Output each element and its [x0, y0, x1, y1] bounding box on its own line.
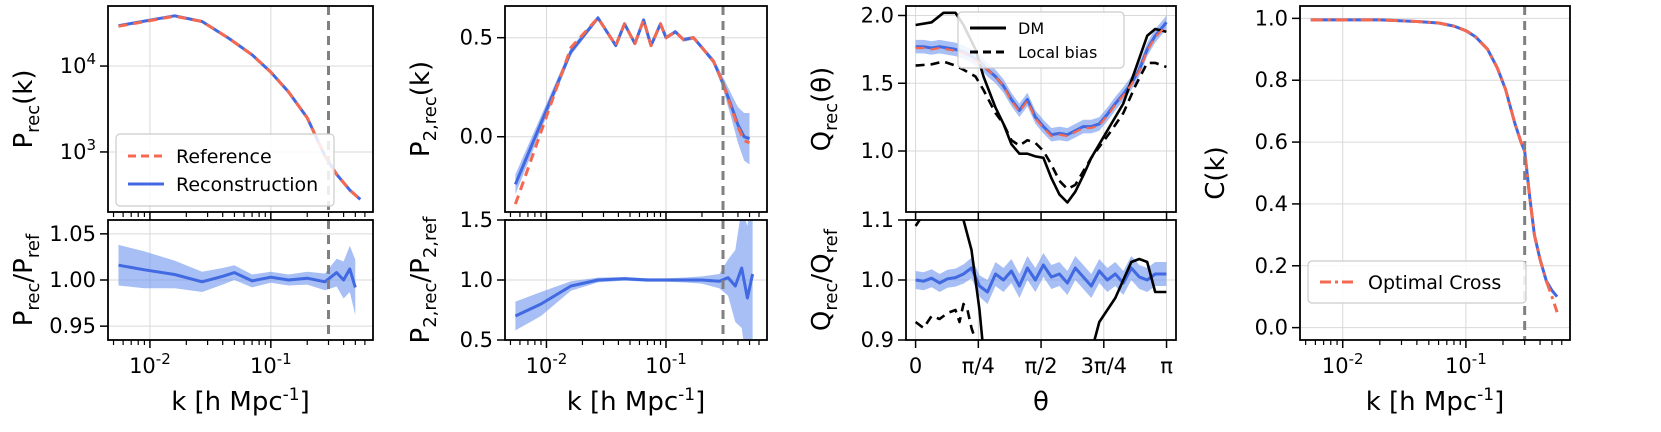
- legend-label: Local bias: [1018, 43, 1097, 62]
- y-axis-label: Qrec(θ): [807, 67, 842, 152]
- y-axis-label: C(k): [1201, 146, 1231, 200]
- x-axis-label: k [h Mpc-1]: [171, 385, 310, 417]
- y-tick-label: 1.05: [49, 222, 96, 246]
- y-axis-label: Prec(k): [9, 69, 44, 148]
- x-tick-label: 0: [909, 354, 922, 378]
- y-tick-label: 0.0: [1255, 316, 1288, 340]
- series-line-dm: [1093, 257, 1167, 340]
- legend-label: Reference: [176, 146, 272, 168]
- x-tick-label: π: [1160, 354, 1173, 378]
- y-tick-label: 0.5: [460, 26, 493, 50]
- y-tick-label: 2.0: [861, 3, 894, 27]
- y-tick-label: 1.0: [460, 268, 493, 292]
- y-axis-label: Qrec/Qref: [807, 228, 842, 331]
- y-tick-label: 0.8: [1255, 68, 1288, 92]
- legend-label: DM: [1018, 19, 1044, 38]
- panel-p2_bot: 10-2 10-1 0.5 1.0 1.5 P2,rec/P2,ref k [h Mpc-1…: [406, 208, 768, 417]
- legend: DM Local bias: [957, 11, 1125, 69]
- y-tick-label: 1.00: [49, 268, 96, 292]
- x-tick-label: 10-2: [526, 350, 568, 378]
- series-line-dm: [914, 220, 984, 340]
- axes-frame: [107, 219, 374, 341]
- y-tick-label: 0.95: [49, 314, 96, 338]
- y-tick-label: 1.0: [861, 268, 894, 292]
- series-line-reconstruction: [1310, 18, 1559, 298]
- y-axis-label: P2,rec/P2,ref: [406, 216, 441, 344]
- x-tick-label: 3π/4: [1081, 354, 1127, 378]
- panel-p3_bot: 0 π/4 π/2 3π/4 π 0.9 1.0 1.1 Qrec/Qref θ: [807, 208, 1177, 417]
- x-axis-label: θ: [1033, 387, 1049, 417]
- y-tick-label: 1.5: [460, 208, 493, 232]
- y-tick-label: 0.9: [861, 328, 894, 352]
- plot-area-p2_bot: [514, 220, 755, 340]
- legend: Optimal Cross: [1307, 260, 1527, 304]
- axes-frame: [905, 219, 1177, 341]
- x-tick-label: 10-1: [645, 350, 687, 378]
- y-tick-label: 0.5: [460, 328, 493, 352]
- y-tick-label: 1.1: [861, 208, 894, 232]
- axes-frame: [905, 5, 1177, 213]
- panel-p3_top: 1.0 1.5 2.0 Qrec(θ) DM Local bias: [807, 3, 1177, 220]
- y-tick-label: 103: [60, 136, 96, 164]
- plot-area-p4: [1310, 18, 1559, 313]
- x-tick-label: 10-1: [1445, 350, 1487, 378]
- series-line-local-bias: [914, 302, 977, 340]
- x-axis-label: k [h Mpc-1]: [1366, 385, 1505, 417]
- x-tick-label: π/4: [962, 354, 995, 378]
- grid-p3_top: [906, 6, 1176, 212]
- legend-label: Optimal Cross: [1368, 272, 1501, 294]
- series-line-reconstruction: [118, 263, 357, 288]
- axes-frame: [1299, 5, 1571, 341]
- error-band-reconstruction: [118, 244, 356, 316]
- axes-frame: [107, 5, 374, 213]
- x-tick-label: 10-2: [1322, 350, 1364, 378]
- y-tick-label: 104: [60, 50, 96, 78]
- legend-label: Reconstruction: [176, 174, 318, 196]
- plot-area-p2_top: [513, 15, 751, 205]
- x-tick-label: 10-2: [129, 350, 171, 378]
- y-axis-label: P2,rec(k): [406, 61, 441, 157]
- axes-frame: [504, 5, 768, 213]
- plot-area-p1_top: [118, 14, 362, 201]
- legend: Reference Reconstruction: [115, 133, 335, 207]
- y-tick-label: 1.0: [861, 139, 894, 163]
- series-line-reference: [513, 16, 751, 205]
- panel-p2_top: 0.0 0.5 P2,rec(k): [406, 5, 768, 220]
- y-tick-label: 0.0: [460, 125, 493, 149]
- x-tick-label: 10-1: [250, 350, 292, 378]
- y-tick-label: 1.0: [1255, 6, 1288, 30]
- panel-p4: 10-2 10-1 0.0 0.2 0.4 0.6 0.8 1.0 C(k) k [h Mpc-1…: [1201, 5, 1571, 417]
- series-line-reference: [118, 14, 362, 201]
- axes-frame: [504, 219, 768, 341]
- y-tick-label: 0.4: [1255, 192, 1288, 216]
- series-line-optimal-cross: [1310, 18, 1559, 313]
- plot-area-p3_bot: [914, 220, 1167, 340]
- plot-area-p1_bot: [118, 244, 357, 316]
- panel-p1_top: 103 104 Prec(k) Reference Reconstruction: [9, 5, 374, 220]
- series-line-reconstruction: [514, 266, 755, 318]
- x-axis-label: k [h Mpc-1]: [567, 385, 706, 417]
- series-line-reference: [915, 24, 1168, 138]
- y-tick-label: 0.2: [1255, 254, 1288, 278]
- y-tick-label: 0.6: [1255, 130, 1288, 154]
- y-axis-label: Prec/Pref: [9, 233, 44, 326]
- y-tick-label: 1.5: [861, 71, 894, 95]
- x-tick-label: π/2: [1025, 354, 1058, 378]
